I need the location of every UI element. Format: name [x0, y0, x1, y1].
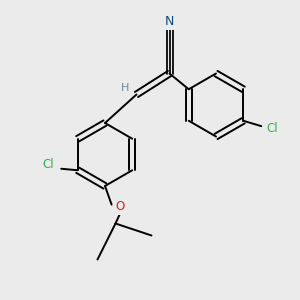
Text: H: H — [121, 83, 129, 93]
Text: N: N — [165, 15, 174, 28]
Text: Cl: Cl — [43, 158, 54, 171]
Text: O: O — [116, 200, 124, 214]
Text: Cl: Cl — [267, 122, 278, 135]
